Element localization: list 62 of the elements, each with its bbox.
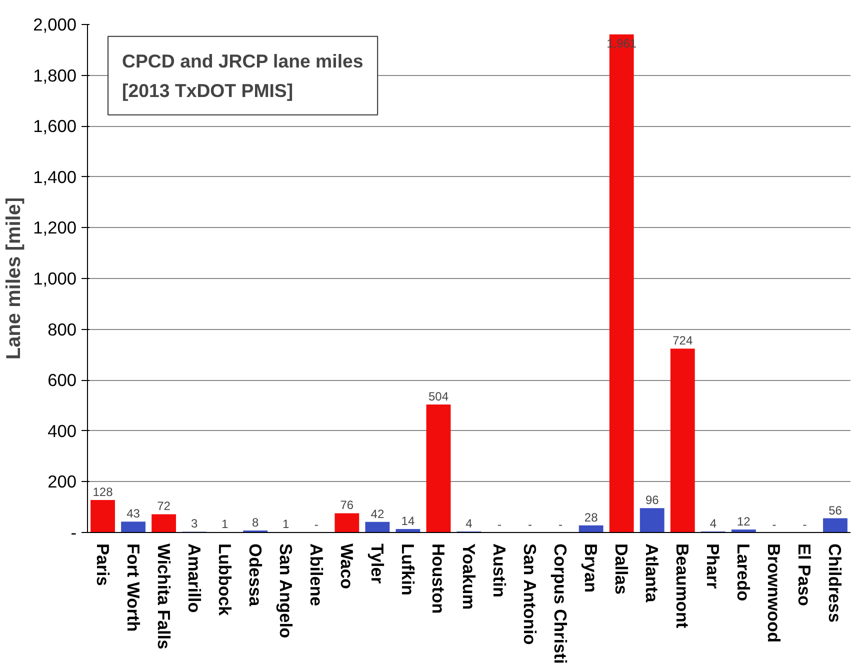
- x-tick-label: Childress: [825, 544, 846, 622]
- x-tick-label: Beaumont: [672, 544, 693, 628]
- x-tick-label: Yoakum: [459, 544, 479, 610]
- x-tick-label: San Antonio: [520, 544, 540, 645]
- x-tick-label: Lubbock: [214, 544, 235, 616]
- data-label: 128: [92, 484, 114, 499]
- x-tick-label: Houston: [428, 544, 448, 614]
- data-label: -: [498, 518, 502, 532]
- x-tick-label: Laredo: [734, 544, 754, 602]
- data-label: -: [314, 518, 318, 532]
- data-label: 4: [710, 516, 717, 530]
- data-label: 1: [282, 517, 290, 532]
- data-label: 42: [370, 506, 384, 521]
- y-tick-label: 1,200: [33, 218, 77, 238]
- data-label: 96: [645, 493, 660, 508]
- data-label: 28: [584, 510, 598, 524]
- data-label: 43: [126, 506, 140, 521]
- y-tick-label: 400: [48, 420, 77, 441]
- x-tick-label: Paris: [92, 544, 113, 586]
- x-tick-label: Wichita Falls: [154, 544, 174, 650]
- x-tick-label: Fort Worth: [123, 544, 144, 632]
- y-tick-label: 2,000: [33, 14, 77, 34]
- data-label: -: [772, 518, 776, 532]
- x-tick-label: Pharr: [703, 544, 724, 590]
- y-tick-label: 800: [48, 319, 77, 340]
- x-tick-label: Bryan: [581, 544, 602, 593]
- data-label: -: [558, 518, 563, 532]
- data-label: -: [802, 518, 807, 532]
- y-tick-label: -: [70, 522, 77, 542]
- x-tick-label: San Angelo: [276, 544, 296, 638]
- data-label: 14: [401, 514, 415, 528]
- data-label: 56: [828, 503, 842, 518]
- data-label: 76: [340, 498, 354, 512]
- data-label: 3: [190, 516, 198, 531]
- data-label: 72: [157, 499, 171, 514]
- x-tick-label: Atlanta: [642, 544, 662, 603]
- data-label: -: [528, 518, 532, 532]
- x-tick-label: Austin: [490, 544, 510, 598]
- y-tick-label: 1,800: [33, 65, 77, 86]
- data-label: 12: [737, 514, 751, 528]
- y-tick-label: 600: [48, 370, 77, 390]
- y-tick-label: 200: [48, 472, 77, 492]
- data-label: 8: [252, 515, 260, 530]
- data-label: 4: [466, 516, 473, 530]
- x-tick-label: Dallas: [612, 544, 632, 595]
- x-tick-label: El Paso: [794, 544, 815, 606]
- x-tick-label: Tyler: [367, 544, 388, 584]
- x-tick-label: Amarillo: [184, 544, 204, 613]
- text: CPCD and JRCP lane miles [2013 TxDOT PMIS]: [122, 50, 364, 101]
- x-tick-label: Corpus Christi: [550, 544, 571, 664]
- data-label: 724: [672, 334, 693, 348]
- y-tick-label: 1,400: [33, 166, 77, 187]
- x-tick-label: Abilene: [306, 544, 326, 606]
- y-tick-label: 1,000: [33, 268, 77, 288]
- x-tick-label: Lufkin: [398, 544, 418, 596]
- y-tick-label: 1,600: [33, 116, 77, 136]
- x-tick-label: Waco: [336, 544, 357, 590]
- x-tick-label: Odessa: [245, 544, 266, 606]
- y-axis-title: Lane miles [mile]: [3, 197, 26, 360]
- data-label: 1: [222, 517, 229, 532]
- x-tick-label: Brownwood: [764, 544, 784, 643]
- data-label: 504: [428, 389, 449, 404]
